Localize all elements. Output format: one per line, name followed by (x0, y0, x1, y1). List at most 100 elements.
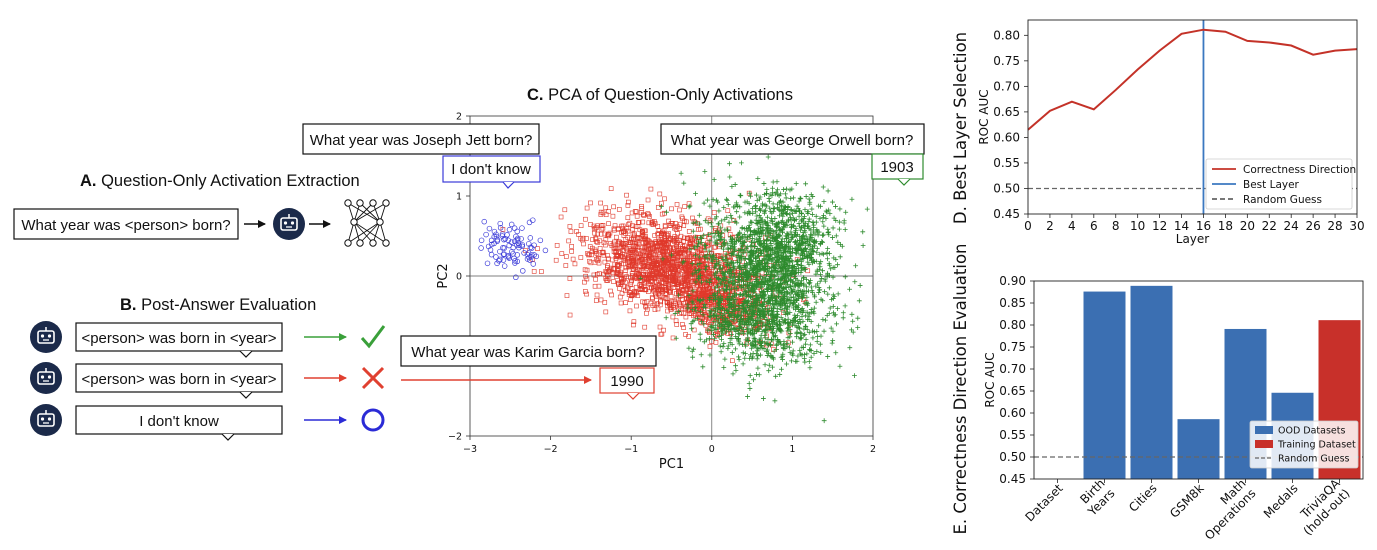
correct-point (722, 216, 728, 222)
incorrect-point (602, 259, 608, 265)
correct-point (756, 372, 762, 378)
correct-point (735, 203, 740, 209)
x-tick-label: GSM8k (1167, 481, 1207, 521)
correct-point (715, 199, 721, 205)
abstain-point (481, 218, 488, 225)
incorrect-point (580, 235, 586, 241)
correct-point (816, 285, 822, 290)
correct-point (757, 251, 763, 256)
correct-point (702, 246, 708, 252)
incorrect-point (680, 297, 685, 302)
correct-point (799, 216, 805, 222)
incorrect-point (678, 291, 684, 296)
answer-text: <person> was born in <year> (81, 371, 276, 388)
correct-point (807, 365, 813, 371)
panel-d-title: D. Best Layer Selection (951, 32, 970, 224)
correct-point (703, 278, 709, 284)
incorrect-point (628, 297, 633, 303)
incorrect-point (635, 259, 641, 265)
incorrect-point (614, 274, 619, 279)
correct-point (826, 260, 832, 266)
incorrect-point (707, 344, 713, 349)
correct-point (673, 335, 679, 341)
correct-point (762, 219, 768, 224)
correct-point (826, 310, 832, 316)
correct-point (770, 364, 775, 370)
incorrect-point (639, 204, 644, 209)
correct-point (857, 283, 863, 288)
correct-point (695, 243, 700, 249)
correct-point (746, 271, 752, 277)
correct-point (772, 216, 778, 221)
correct-point (759, 243, 765, 249)
legend-label: Training Dataset (1277, 440, 1356, 451)
incorrect-point (640, 230, 646, 236)
x-tick-label: MathOperations (1192, 476, 1258, 542)
correct-point (776, 326, 782, 332)
correct-point (781, 294, 787, 299)
correct-point (739, 247, 745, 252)
incorrect-point (605, 253, 610, 258)
x-tick-label: 28 (1327, 219, 1342, 233)
correct-point (831, 215, 837, 221)
correct-point (687, 246, 693, 252)
correct-point (713, 297, 718, 302)
correct-point (789, 351, 795, 357)
incorrect-point (645, 277, 651, 283)
incorrect-point (563, 263, 569, 268)
correct-point (698, 297, 703, 303)
correct-point (817, 341, 823, 347)
incorrect-point (710, 279, 716, 285)
correct-point (704, 252, 710, 258)
correct-point (737, 192, 743, 198)
speech-tail (897, 178, 911, 186)
correct-point (796, 245, 802, 251)
incorrect-point (643, 303, 648, 309)
correct-point (749, 240, 755, 245)
correct-point (830, 225, 836, 231)
y-tick-label: 0.70 (999, 362, 1026, 376)
correct-point (775, 235, 780, 241)
incorrect-point (578, 223, 584, 229)
correct-point (796, 241, 802, 247)
correct-point (769, 354, 775, 360)
correct-point (801, 216, 807, 221)
correct-point (792, 312, 798, 318)
incorrect-point (635, 240, 641, 246)
incorrect-point (620, 248, 626, 253)
correct-point (768, 218, 774, 224)
correct-point (849, 311, 855, 317)
correct-point (713, 256, 719, 262)
incorrect-point (657, 324, 663, 330)
correct-point (755, 365, 761, 371)
correct-point (786, 275, 791, 281)
incorrect-point (627, 308, 633, 314)
correct-point (736, 341, 742, 347)
robot-icon (29, 403, 63, 437)
incorrect-point (702, 273, 707, 279)
incorrect-point (738, 298, 743, 304)
incorrect-point (652, 264, 657, 270)
correct-point (714, 237, 720, 243)
correct-point (692, 252, 698, 258)
speech-tail (239, 391, 253, 399)
correct-point (753, 249, 759, 255)
incorrect-point (697, 314, 703, 320)
correct-point (798, 227, 803, 233)
correct-point (722, 269, 728, 275)
incorrect-point (617, 258, 623, 264)
incorrect-point (605, 233, 610, 239)
correct-point (726, 269, 732, 275)
correct-point (794, 297, 800, 303)
incorrect-point (655, 205, 661, 210)
x-tick-label: −1 (624, 444, 638, 455)
panel-a: A. Question-Only Activation Extraction W… (13, 172, 390, 247)
incorrect-point (567, 276, 573, 281)
correct-point (766, 362, 772, 368)
correct-point (755, 246, 761, 251)
correct-point (718, 218, 724, 224)
incorrect-point (663, 290, 669, 296)
correct-point (818, 350, 824, 356)
correct-point (809, 252, 815, 257)
correct-point (836, 226, 842, 232)
